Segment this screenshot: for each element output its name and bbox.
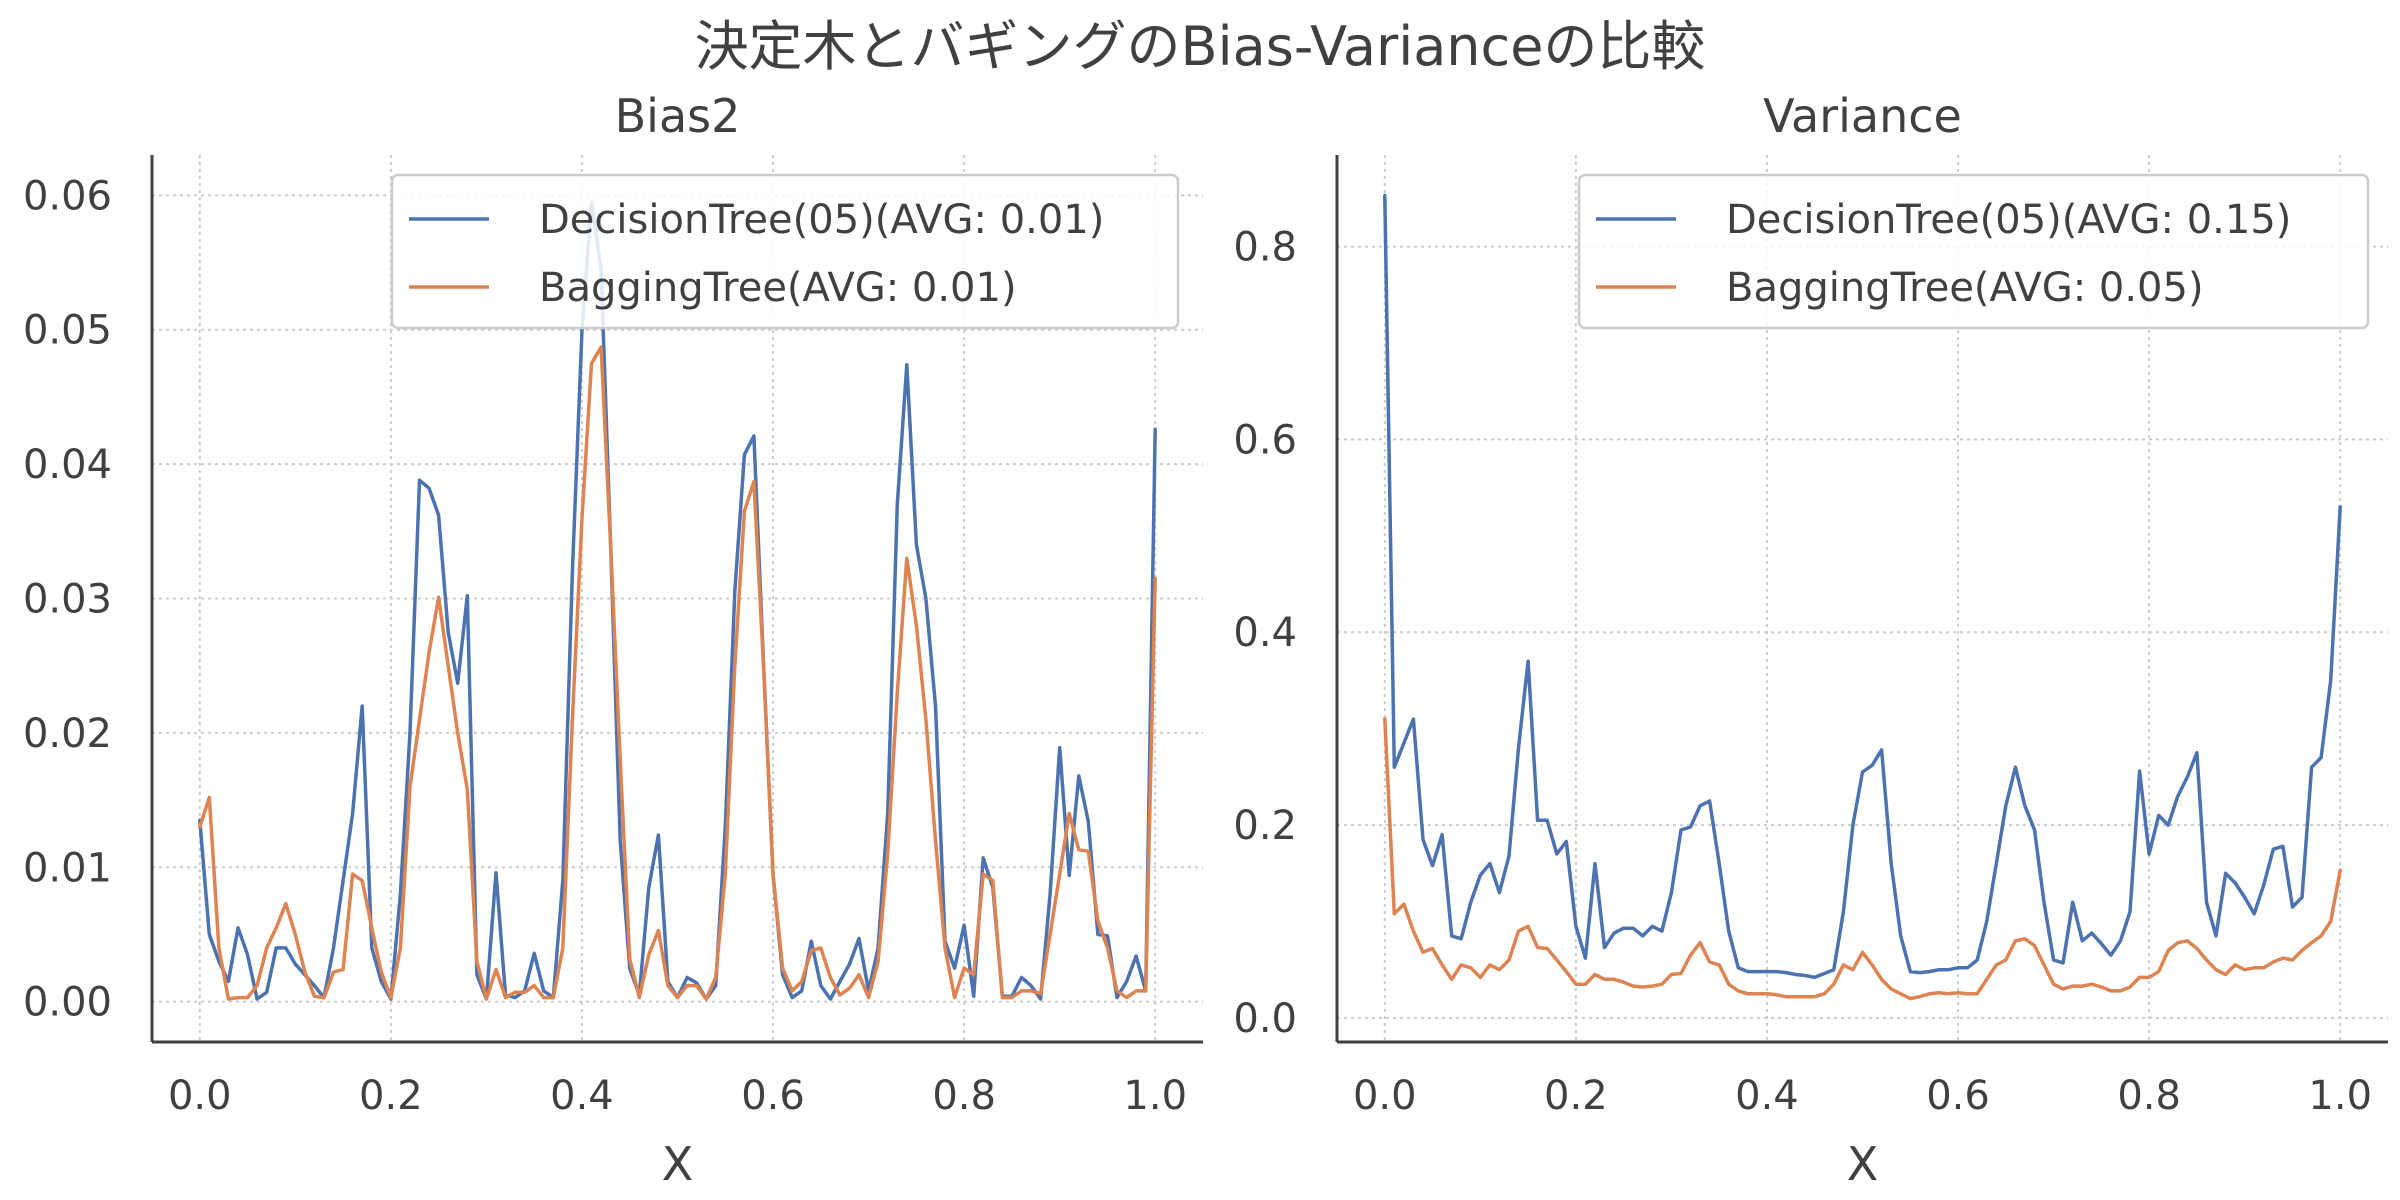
x-tick-label: 1.0: [2308, 1073, 2372, 1119]
x-tick-label: 0.0: [168, 1073, 232, 1119]
legend-label: DecisionTree(05)(AVG: 0.01): [539, 197, 1104, 243]
x-tick-label: 0.8: [932, 1073, 996, 1119]
y-tick-label: 0.06: [23, 173, 112, 219]
x-tick-label: 0.4: [1735, 1073, 1799, 1119]
y-tick-labels: 0.00 0.01 0.02 0.03 0.04 0.05 0.06: [23, 173, 112, 1025]
y-tick-label: 0.01: [23, 845, 112, 891]
x-tick-label: 0.6: [741, 1073, 805, 1119]
x-tick-label: 0.6: [1926, 1073, 1990, 1119]
legend: DecisionTree(05)(AVG: 0.01) BaggingTree(A…: [390, 173, 1180, 330]
legend-label: DecisionTree(05)(AVG: 0.15): [1726, 197, 2291, 243]
series-line-1: [1383, 717, 2342, 1001]
y-tick-label: 0.0: [1233, 996, 1297, 1042]
variance-panel: Variance 0.0 0.2 0.4 0.6 0.8 0.0 0.2 0.4 0.6 0.8…: [1233, 89, 2388, 1191]
y-tick-label: 0.03: [23, 577, 112, 623]
x-axis-label: X: [662, 1137, 694, 1191]
x-tick-label: 1.0: [1123, 1073, 1187, 1119]
figure-title: 決定木とバギングのBias-Varianceの比較: [694, 15, 1706, 78]
axes: [150, 155, 1203, 1044]
y-tick-label: 0.2: [1233, 803, 1297, 849]
series-lines: [198, 200, 1157, 1001]
x-tick-label: 0.2: [359, 1073, 423, 1119]
y-tick-labels: 0.0 0.2 0.4 0.6 0.8: [1233, 225, 1297, 1042]
x-axis-label: X: [1847, 1137, 1879, 1191]
legend-label: BaggingTree(AVG: 0.05): [1726, 265, 2204, 311]
panel-title: Bias2: [615, 89, 741, 143]
y-tick-label: 0.04: [23, 442, 112, 488]
x-tick-label: 0.0: [1353, 1073, 1417, 1119]
x-tick-labels: 0.0 0.2 0.4 0.6 0.8 1.0: [168, 1073, 1187, 1119]
y-tick-label: 0.4: [1233, 610, 1297, 656]
y-tick-label: 0.02: [23, 711, 112, 757]
bias2-panel: Bias2 0.000.010.020.030.040.050.06 0.0 0.…: [23, 89, 1203, 1191]
panel-title: Variance: [1763, 89, 1962, 143]
y-tick-label: 0.00: [23, 980, 112, 1026]
legend-box: [390, 173, 1180, 330]
y-tick-label: 0.05: [23, 308, 112, 354]
legend-box: [1577, 173, 2370, 330]
series-line-1: [198, 345, 1157, 1001]
legend: DecisionTree(05)(AVG: 0.15) BaggingTree(A…: [1577, 173, 2370, 330]
y-tick-label: 0.6: [1233, 417, 1297, 463]
axes: [1335, 155, 2388, 1044]
x-tick-labels: 0.0 0.2 0.4 0.6 0.8 1.0: [1353, 1073, 2372, 1119]
series-lines: [1383, 193, 2342, 1001]
y-tick-label: 0.8: [1233, 225, 1297, 271]
x-tick-label: 0.2: [1544, 1073, 1608, 1119]
x-tick-label: 0.4: [550, 1073, 614, 1119]
x-tick-label: 0.8: [2117, 1073, 2181, 1119]
series-line-0: [1383, 193, 2342, 980]
legend-label: BaggingTree(AVG: 0.01): [539, 265, 1017, 311]
